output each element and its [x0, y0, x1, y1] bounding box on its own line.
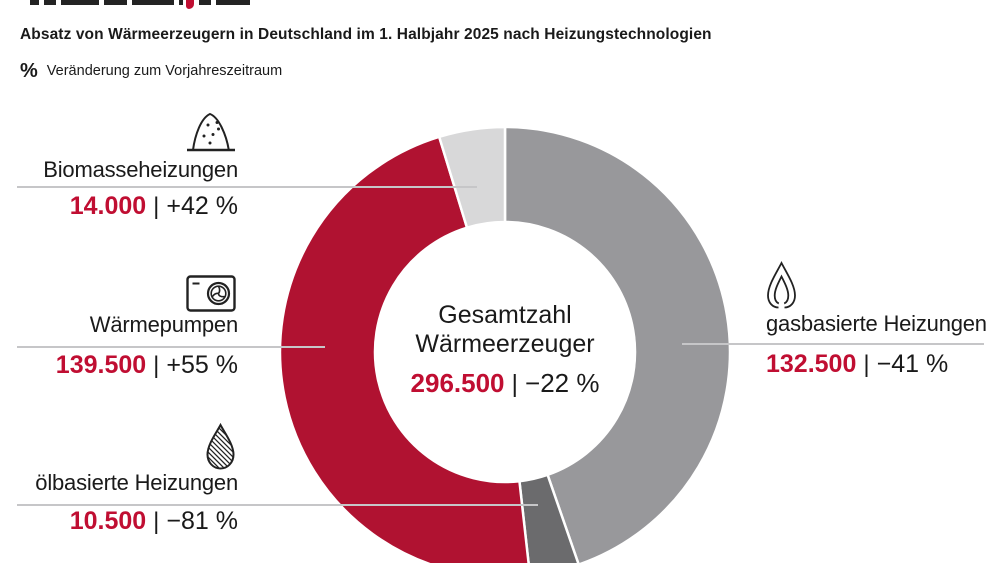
segment-biomasseheizungen	[437, 125, 507, 230]
value-oelbasierte-heizungen: 10.500 | −81 %	[0, 507, 238, 536]
oil-drop-icon	[206, 423, 235, 470]
unit-note: % Veränderung zum Vorjahreszeitraum	[20, 60, 282, 83]
percent-symbol: %	[20, 60, 38, 82]
total-value: 296.500	[410, 368, 505, 398]
biomass-pile-icon	[187, 112, 235, 152]
total-change: −22 %	[525, 368, 600, 398]
red-comma-remnant	[186, 0, 194, 9]
value-gasbasierte-heizungen: 132.500 | −41 %	[766, 350, 948, 379]
segment-w-rmepumpen	[278, 135, 530, 563]
heatpump-value: 139.500	[55, 351, 147, 379]
gas-value: 132.500	[766, 350, 857, 378]
donut-center-text: Gesamtzahl Wärmeerzeuger 296.500 | −22 %	[355, 301, 655, 399]
divider: |	[153, 352, 160, 379]
divider: |	[863, 351, 870, 378]
segment-gasbasierte-heizungen	[503, 125, 732, 563]
chart-title: Absatz von Wärmeerzeugern in Deutschland…	[20, 26, 712, 43]
unit-note-text: Veränderung zum Vorjahreszeitraum	[46, 63, 283, 79]
center-line1: Gesamtzahl	[438, 301, 572, 329]
divider: |	[511, 370, 519, 398]
cropped-headline-remnant	[0, 0, 1000, 12]
center-line2: Wärmeerzeuger	[415, 330, 595, 358]
oil-change: −81 %	[166, 507, 238, 535]
gas-change: −41 %	[876, 350, 949, 378]
label-biomasseheizungen: Biomasseheizungen	[43, 157, 238, 182]
oil-value: 10.500	[69, 507, 147, 535]
divider: |	[153, 193, 160, 220]
heat-pump-icon	[186, 275, 236, 312]
heatpump-change: +55 %	[166, 351, 238, 379]
label-gasbasierte-heizungen: gasbasierte Heizungen	[766, 311, 987, 336]
biomass-change: +42 %	[166, 192, 238, 220]
gas-flame-icon	[767, 261, 796, 309]
value-biomasseheizungen: 14.000 | +42 %	[0, 192, 238, 221]
label-oelbasierte-heizungen: ölbasierte Heizungen	[35, 470, 238, 495]
center-total: 296.500 | −22 %	[355, 368, 655, 399]
biomass-value: 14.000	[69, 192, 147, 220]
value-waermepumpen: 139.500 | +55 %	[0, 351, 238, 380]
label-waermepumpen: Wärmepumpen	[89, 312, 238, 337]
divider: |	[153, 508, 160, 535]
